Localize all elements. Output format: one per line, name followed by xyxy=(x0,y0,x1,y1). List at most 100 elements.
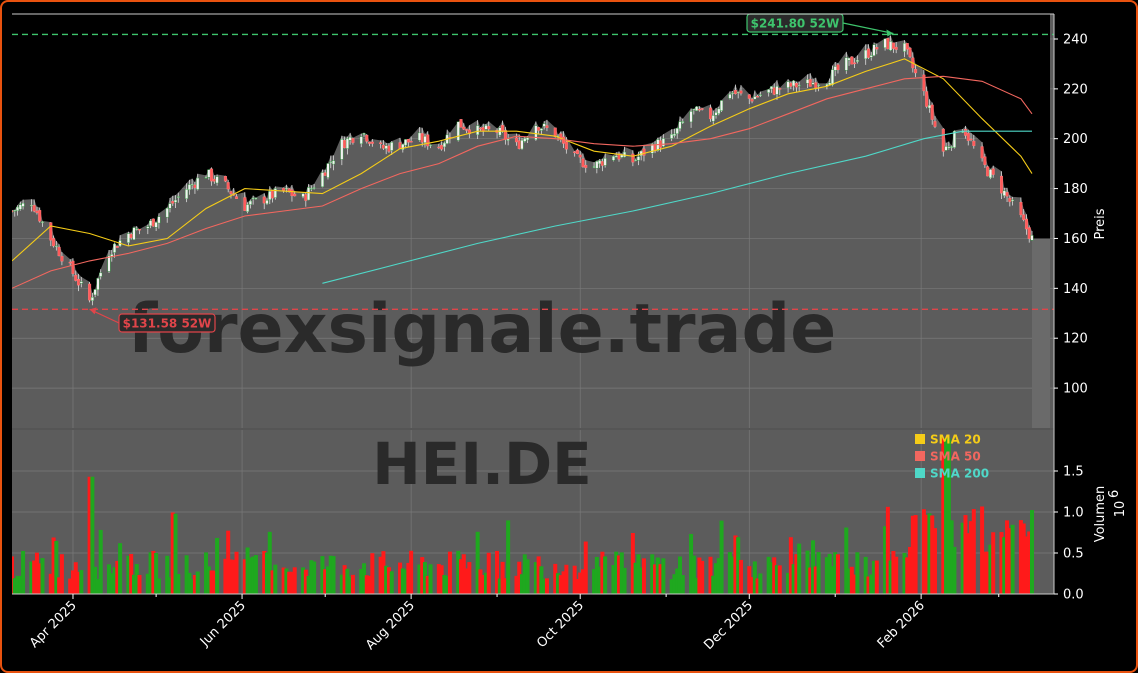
volume-bar xyxy=(370,553,375,594)
candle xyxy=(351,137,355,145)
volume-bar xyxy=(816,552,821,594)
candle xyxy=(983,153,987,168)
candle xyxy=(71,258,75,277)
volume-exponent: 10 6 xyxy=(1107,490,1128,518)
volume-bar xyxy=(949,520,954,594)
volume-bar xyxy=(714,563,719,594)
candle xyxy=(711,110,715,125)
volume-bar xyxy=(603,556,608,594)
candle xyxy=(88,281,92,303)
volume-bar xyxy=(281,567,286,594)
volume-bar xyxy=(932,528,937,594)
volume-bar xyxy=(733,535,738,594)
candle xyxy=(844,51,848,74)
price-axis-label: Preis xyxy=(1093,208,1108,239)
candle xyxy=(126,231,130,246)
volume-bar xyxy=(847,568,852,594)
volume-bar xyxy=(292,567,297,594)
volume-bar xyxy=(245,547,250,594)
volume-bar xyxy=(187,572,192,594)
volume-bar xyxy=(126,555,131,594)
candle xyxy=(32,199,36,213)
volume-bar xyxy=(672,574,677,594)
candle xyxy=(185,183,189,203)
volume-bar xyxy=(791,564,796,594)
candle xyxy=(675,127,679,139)
volume-bar xyxy=(481,574,486,594)
volume-bar xyxy=(805,550,810,594)
volume-bar xyxy=(506,520,511,594)
volume-bar xyxy=(18,575,23,594)
volume-bar xyxy=(622,567,627,594)
candle xyxy=(520,137,524,150)
volume-bar xyxy=(29,561,34,594)
volume-bar xyxy=(348,576,353,594)
volume-bar xyxy=(456,550,461,594)
volume-bar xyxy=(952,546,957,594)
volume-bar xyxy=(766,556,771,594)
candle xyxy=(695,105,699,111)
candle xyxy=(830,65,834,87)
volume-bar xyxy=(636,554,641,594)
candle xyxy=(151,218,155,227)
volume-bar xyxy=(888,560,893,594)
watermark-site: forexsignale.trade xyxy=(128,290,837,369)
volume-bar xyxy=(93,566,98,594)
candle xyxy=(797,81,801,92)
volume-bar xyxy=(79,570,84,594)
volume-bar xyxy=(924,514,929,594)
candle xyxy=(775,80,779,100)
volume-bar xyxy=(289,571,294,594)
candle xyxy=(362,132,366,137)
candle xyxy=(767,88,771,97)
volume-bar xyxy=(323,569,328,594)
volume-bar xyxy=(325,566,330,594)
volume-bar xyxy=(583,541,588,594)
candle xyxy=(18,201,22,211)
volume-bar xyxy=(619,552,624,594)
volume-bar xyxy=(639,567,644,594)
legend-entry: SMA 50 xyxy=(930,450,981,464)
volume-bar xyxy=(999,532,1004,594)
candle xyxy=(944,142,948,151)
legend-swatch xyxy=(915,468,925,478)
candle xyxy=(210,167,214,186)
volume-bar xyxy=(777,565,782,594)
volume-exponent-power: 6 xyxy=(1107,490,1122,498)
volume-bar xyxy=(578,572,583,594)
volume-bar xyxy=(755,578,760,594)
volume-bar xyxy=(894,556,899,594)
annotation-text: $131.58 52W xyxy=(123,317,212,331)
volume-bar xyxy=(1002,537,1007,594)
sma-line-sma20 xyxy=(12,58,1033,262)
volume-bar xyxy=(184,555,189,594)
candle xyxy=(440,141,444,151)
volume-bar xyxy=(145,573,150,594)
candle xyxy=(922,70,926,96)
candle xyxy=(204,175,208,179)
volume-bar xyxy=(855,552,860,594)
volume-bar xyxy=(267,531,272,594)
volume-bar xyxy=(57,577,62,594)
candle xyxy=(670,129,674,142)
volume-bar xyxy=(769,562,774,594)
volume-bar xyxy=(386,567,391,594)
candle xyxy=(462,123,466,131)
volume-bar xyxy=(87,476,92,594)
candle xyxy=(988,168,992,180)
volume-bar xyxy=(747,566,752,594)
volume-bar xyxy=(403,569,408,594)
volume-bar xyxy=(1024,536,1029,594)
volume-bar xyxy=(115,560,120,594)
volume-bar xyxy=(902,552,907,594)
volume-bar xyxy=(941,438,946,594)
candle xyxy=(137,228,141,235)
volume-bar xyxy=(553,563,558,594)
volume-bar xyxy=(691,555,696,594)
candle xyxy=(1000,171,1004,199)
volume-bar xyxy=(350,574,355,594)
price-tick-label: 200 xyxy=(1063,132,1088,147)
volume-bar xyxy=(495,550,500,594)
volume-bar xyxy=(486,552,491,594)
candle xyxy=(758,91,762,98)
